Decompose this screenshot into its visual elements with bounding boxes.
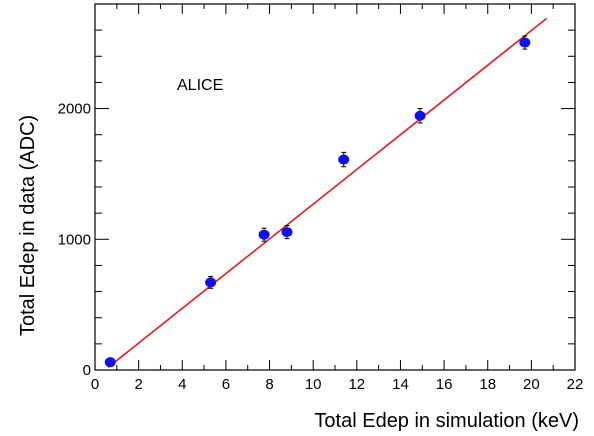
x-tick-label: 10	[305, 376, 322, 393]
x-tick-label: 18	[479, 376, 496, 393]
x-axis: 0 2 4 6 8 10 12 14 16 18 20 22	[91, 4, 584, 393]
y-axis-title: Total Edep in data (ADC)	[17, 115, 39, 336]
x-axis-title: Total Edep in simulation (keV)	[314, 410, 579, 432]
y-tick-label: 2000	[58, 101, 91, 118]
point-marker	[281, 227, 293, 238]
x-tick-label: 20	[523, 376, 540, 393]
x-tick-label: 14	[392, 376, 409, 393]
x-tick-label: 22	[567, 376, 584, 393]
x-tick-label: 6	[222, 376, 230, 393]
data-point	[338, 151, 350, 168]
point-marker	[414, 110, 426, 121]
data-point	[258, 227, 270, 242]
point-marker	[338, 154, 350, 165]
x-tick-label: 16	[436, 376, 453, 393]
annotation-label: ALICE	[177, 77, 223, 94]
data-point	[519, 35, 531, 50]
y-axis: 0 1000 2000	[58, 29, 575, 379]
data-point	[205, 276, 217, 289]
x-tick-label: 0	[91, 376, 99, 393]
fit-line-layer	[107, 17, 548, 369]
x-tick-label: 8	[265, 376, 273, 393]
x-tick-label: 2	[134, 376, 142, 393]
data-points-layer	[104, 35, 531, 368]
data-point	[414, 108, 426, 124]
point-marker	[258, 229, 270, 240]
y-tick-label: 0	[83, 362, 91, 379]
x-tick-label: 12	[348, 376, 365, 393]
fit-line	[107, 17, 548, 369]
data-point	[104, 357, 116, 368]
x-tick-label: 4	[178, 376, 186, 393]
point-marker	[104, 357, 116, 368]
y-tick-label: 1000	[58, 231, 91, 248]
point-marker	[519, 37, 531, 48]
data-point	[281, 225, 293, 240]
point-marker	[205, 277, 217, 288]
